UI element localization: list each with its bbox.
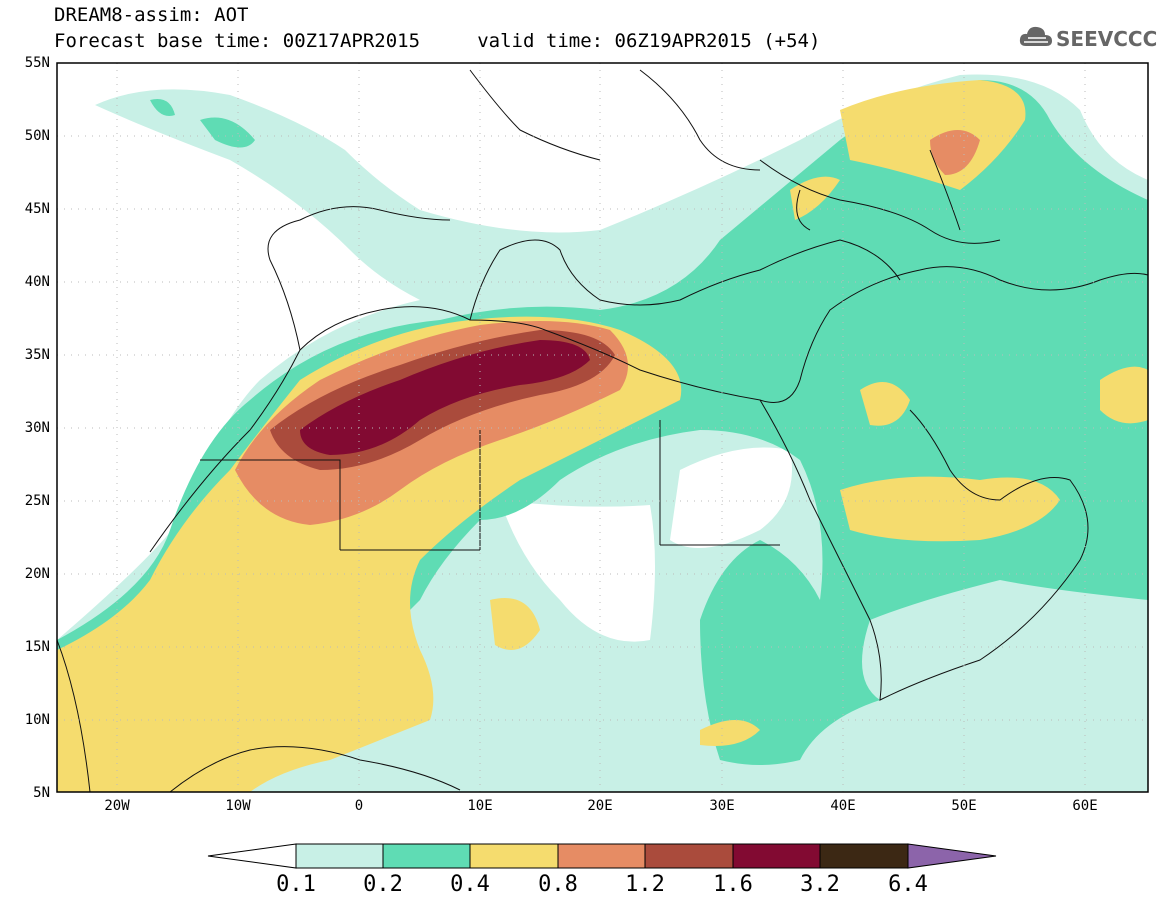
colorbar-swatch (469, 843, 559, 869)
lon-label: 50E (951, 798, 977, 814)
lon-label: 20W (104, 798, 130, 814)
lat-label: 25N (24, 493, 50, 509)
lat-label: 30N (24, 420, 50, 436)
lon-label: 60E (1072, 798, 1098, 814)
logo-text: SEEVCCC (1056, 27, 1158, 51)
lat-label: 35N (24, 347, 50, 363)
colorbar-swatch (382, 843, 471, 869)
lon-label: 20E (587, 798, 613, 814)
colorbar-swatch (557, 843, 646, 869)
lat-label: 15N (24, 639, 50, 655)
colorbar-high-arrow (907, 843, 997, 869)
colorbar-label: 6.4 (888, 872, 928, 897)
colorbar (207, 843, 997, 869)
colorbar-swatch (644, 843, 734, 869)
lat-label: 50N (24, 128, 50, 144)
lat-label: 10N (24, 712, 50, 728)
lat-label: 20N (24, 566, 50, 582)
colorbar-label: 0.8 (538, 872, 578, 897)
colorbar-swatch (295, 843, 384, 869)
colorbar-label: 0.4 (450, 872, 490, 897)
lon-label: 40E (830, 798, 856, 814)
map-subtitle-times: Forecast base time: 00Z17APR2015 valid t… (54, 30, 821, 52)
colorbar-label: 0.1 (276, 872, 316, 897)
colorbar-label: 0.2 (363, 872, 403, 897)
lon-label: 10E (467, 798, 493, 814)
cloud-icon (1019, 26, 1052, 46)
colorbar-label: 1.6 (713, 872, 753, 897)
map-frame (56, 62, 1149, 793)
lon-label: 0 (354, 798, 364, 814)
colorbar-label: 3.2 (800, 872, 840, 897)
map-title: DREAM8-assim: AOT (54, 4, 249, 26)
colorbar-low-arrow (207, 843, 297, 869)
lat-label: 55N (24, 55, 50, 71)
seevccc-logo: SEEVCCC (1018, 22, 1157, 56)
aot-fields (57, 74, 1148, 792)
colorbar-swatch (732, 843, 821, 869)
graticule (57, 63, 1148, 792)
lon-label: 10W (225, 798, 251, 814)
lat-label: 5N (33, 785, 50, 801)
lon-label: 30E (709, 798, 735, 814)
lat-label: 45N (24, 201, 50, 217)
colorbar-swatch (819, 843, 909, 869)
lat-label: 40N (24, 274, 50, 290)
colorbar-label: 1.2 (625, 872, 665, 897)
